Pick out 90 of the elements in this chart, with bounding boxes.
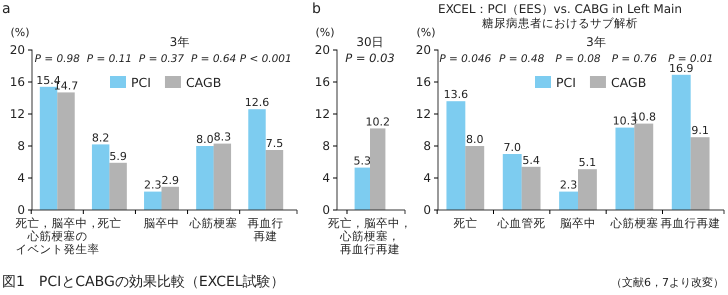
x-tick-label: 再血行再建 bbox=[248, 216, 284, 243]
legend-label: PCI bbox=[556, 75, 576, 90]
y-tick-label: 4 bbox=[17, 170, 25, 185]
data-label: 7.0 bbox=[503, 141, 521, 154]
annotation: P = 0.046 bbox=[439, 53, 492, 65]
data-label: 13.6 bbox=[444, 88, 468, 102]
y-tick-label: 0 bbox=[423, 202, 431, 217]
y-tick-label: 16 bbox=[314, 74, 330, 89]
y-tick-label: 0 bbox=[322, 202, 330, 217]
x-tick-label: 心血管死 bbox=[496, 216, 546, 230]
chart-title: a bbox=[2, 1, 11, 17]
data-label: 8.0 bbox=[196, 133, 214, 146]
bar bbox=[109, 162, 127, 210]
y-tick-label: 16 bbox=[10, 74, 25, 89]
x-tick-label: 再血行再建 bbox=[660, 216, 721, 230]
x-tick-label: 死亡，脳卒中，心筋梗塞，再血行再建 bbox=[328, 216, 412, 256]
chart-title: b bbox=[312, 1, 321, 17]
data-label: 5.1 bbox=[578, 156, 596, 170]
data-label: 2.3 bbox=[144, 178, 162, 192]
bar bbox=[634, 124, 654, 210]
data-label: 8.2 bbox=[92, 131, 110, 144]
chart-title: EXCEL：PCI（EES）vs. CABG in Left Main bbox=[438, 2, 682, 16]
bar bbox=[690, 137, 710, 210]
y-tick-label: 8 bbox=[423, 138, 431, 153]
annotation: P = 0.11 bbox=[86, 53, 132, 65]
data-label: 5.9 bbox=[109, 150, 127, 163]
x-tick-label: 死亡 bbox=[97, 216, 122, 230]
legend-label: CAGB bbox=[610, 75, 646, 90]
bar bbox=[266, 150, 284, 210]
text: 3年 bbox=[586, 35, 606, 49]
text: 30日 bbox=[356, 35, 384, 49]
legend-label: PCI bbox=[131, 75, 151, 90]
y-tick-label: 4 bbox=[322, 170, 330, 185]
data-label: 10.2 bbox=[365, 115, 390, 128]
x-tick-label: 心筋梗塞 bbox=[609, 216, 658, 230]
y-tick-label: 4 bbox=[423, 170, 431, 185]
x-tick-label: 脳卒中 bbox=[560, 216, 596, 230]
x-tick-label: 心筋梗塞 bbox=[188, 216, 238, 230]
chart-subtitle: 糖尿病患者におけるサブ解析 bbox=[482, 16, 638, 30]
bar bbox=[248, 109, 266, 210]
y-tick-label: 12 bbox=[10, 106, 25, 121]
data-label: 8.3 bbox=[214, 130, 232, 144]
text: （文献6，7より改変） bbox=[611, 276, 724, 289]
y-tick-label: 20 bbox=[416, 42, 431, 57]
y-tick-label: 8 bbox=[17, 138, 25, 153]
bar bbox=[465, 146, 484, 210]
bar bbox=[214, 144, 232, 210]
y-tick-label: 20 bbox=[314, 42, 330, 57]
bar bbox=[92, 144, 110, 210]
annotation: P = 0.98 bbox=[34, 53, 80, 65]
legend-label: CAGB bbox=[186, 75, 222, 90]
annotation: P = 0.76 bbox=[612, 53, 658, 65]
data-label: 8.0 bbox=[466, 133, 484, 146]
bar bbox=[57, 92, 75, 210]
annotation: P = 0.08 bbox=[555, 53, 601, 65]
y-axis-title: (%) bbox=[416, 26, 436, 39]
data-label: 12.6 bbox=[244, 96, 270, 110]
data-label: 5.4 bbox=[522, 154, 540, 167]
annotation: P = 0.37 bbox=[138, 53, 184, 65]
annotation: P = 0.03 bbox=[345, 51, 395, 65]
y-axis-title: (%) bbox=[315, 26, 335, 39]
bar bbox=[559, 192, 578, 210]
y-tick-label: 12 bbox=[416, 106, 431, 121]
annotation: P < 0.001 bbox=[240, 53, 292, 65]
bar bbox=[672, 74, 691, 210]
bar bbox=[144, 192, 162, 210]
data-label: 9.1 bbox=[691, 124, 709, 138]
text: 3年 bbox=[170, 35, 190, 49]
y-tick-label: 16 bbox=[416, 74, 431, 89]
data-label: 2.9 bbox=[161, 174, 179, 187]
caption: 図1 PCIとCABGの効果比較（EXCEL試験） bbox=[2, 274, 285, 290]
y-axis-title: (%) bbox=[10, 26, 30, 39]
bar bbox=[196, 146, 214, 210]
data-label: 5.3 bbox=[354, 154, 372, 168]
annotation: P = 0.48 bbox=[499, 53, 545, 65]
y-tick-label: 8 bbox=[322, 138, 330, 153]
bar bbox=[615, 128, 634, 210]
y-tick-label: 20 bbox=[10, 42, 25, 57]
data-label: 2.3 bbox=[560, 178, 578, 192]
bar bbox=[578, 169, 597, 210]
y-tick-label: 0 bbox=[17, 202, 25, 217]
y-tick-label: 12 bbox=[314, 106, 330, 121]
bar bbox=[162, 186, 179, 210]
bar bbox=[502, 154, 522, 210]
bar bbox=[446, 101, 466, 210]
annotation: P = 0.64 bbox=[191, 53, 236, 65]
bar bbox=[522, 166, 541, 210]
x-tick-label: 脳卒中 bbox=[144, 216, 180, 230]
x-tick-label: 死亡 bbox=[453, 216, 478, 230]
data-label: 7.5 bbox=[266, 137, 284, 150]
